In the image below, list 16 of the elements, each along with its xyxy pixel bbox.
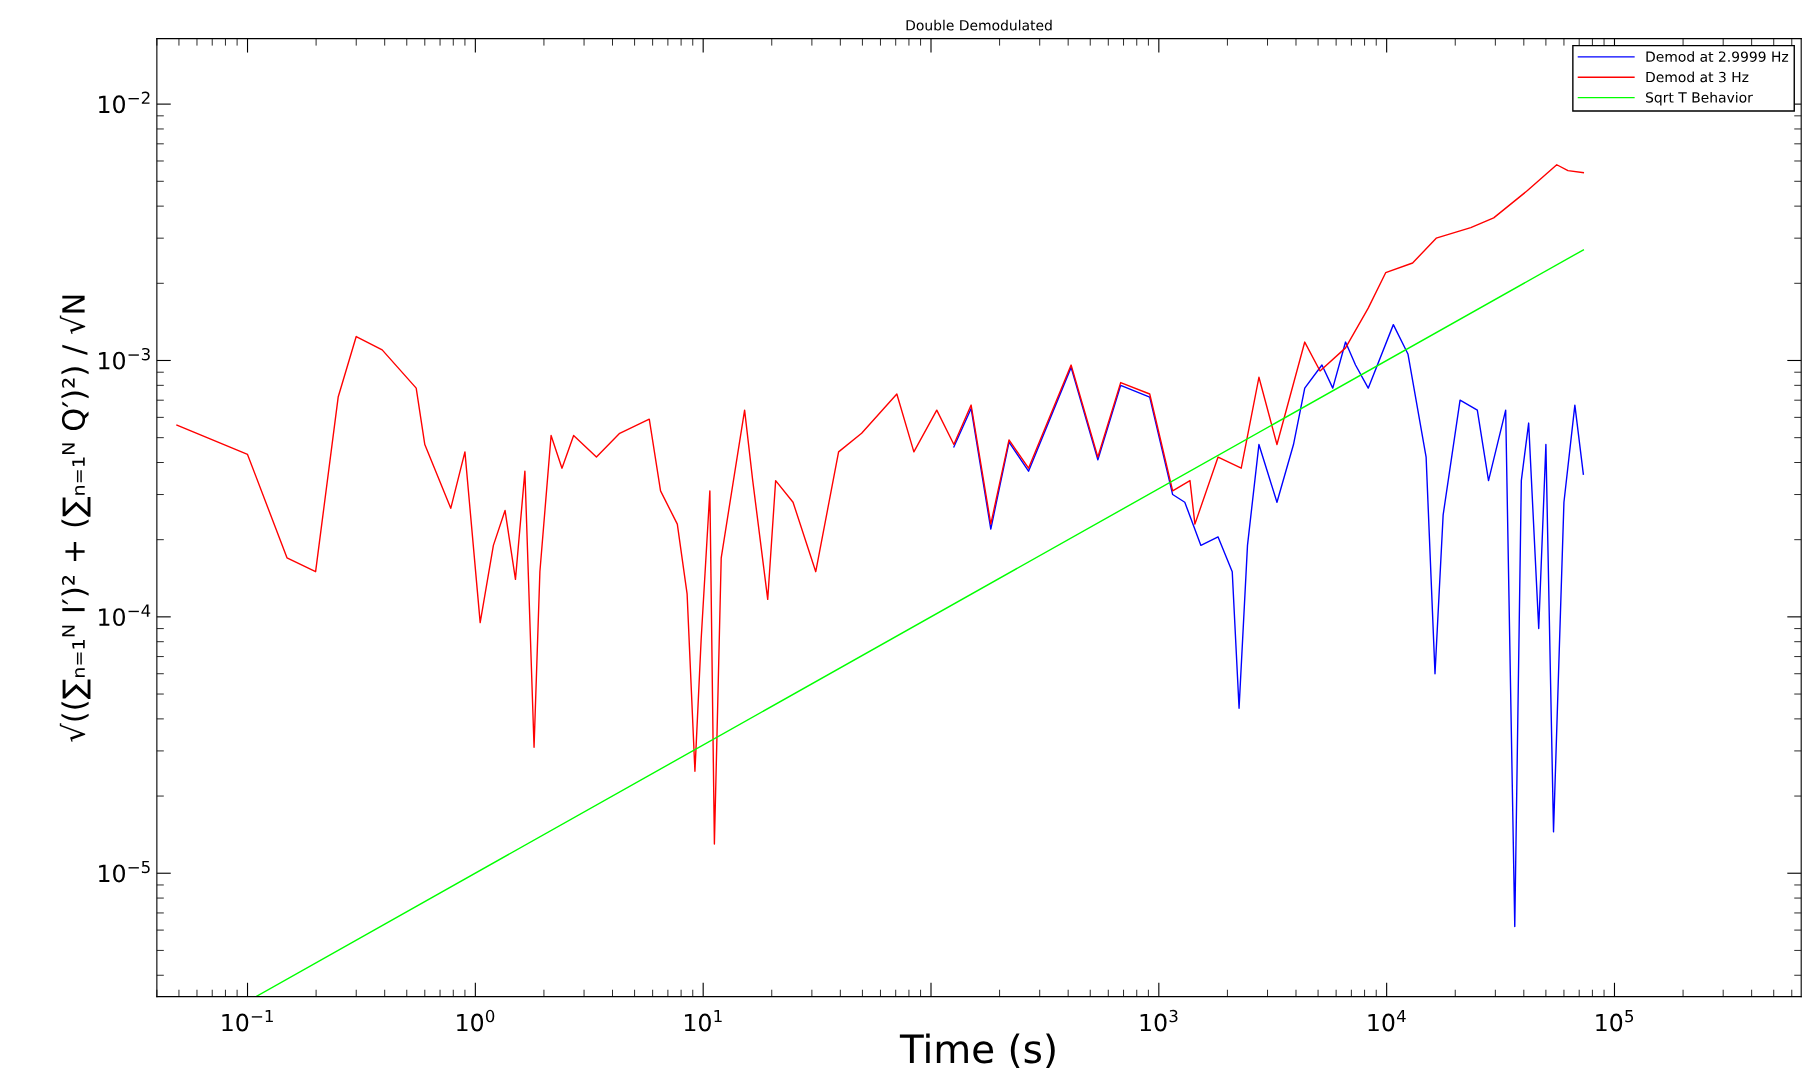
x-tick-label: 10$^{0}$ (457, 1009, 495, 1032)
x-axis-title: Time (s) (899, 1033, 1055, 1069)
chart-title: Double Demodulated (906, 19, 1052, 31)
x-tick-label: 10$^{5}$ (1596, 1010, 1634, 1032)
legend-label: Sqrt T Behavior (1646, 91, 1753, 106)
x-tick-label: 10$^{4}$ (1368, 1010, 1406, 1032)
x-tick-label: 10$^{3}$ (1140, 1009, 1178, 1032)
legend-label: Demod at 3 Hz (1646, 71, 1749, 83)
legend-label: Demod at 2.9999 Hz (1646, 51, 1789, 62)
x-tick-label: 10$^{−1}$ (222, 1010, 273, 1032)
y-tick-label: 10$^{−5}$ (99, 860, 150, 883)
y-tick-label: 10$^{−3}$ (99, 347, 150, 370)
x-tick-label: 10$^{1}$ (684, 1010, 722, 1032)
y-axis-title: √((∑ₙ₌₁ᴺ I′)² + (∑ₙ₌₁ᴺ Q′)²) / √N (59, 295, 91, 742)
y-tick-label: 10$^{−2}$ (99, 91, 150, 114)
y-tick-label: 10$^{−4}$ (99, 604, 151, 626)
